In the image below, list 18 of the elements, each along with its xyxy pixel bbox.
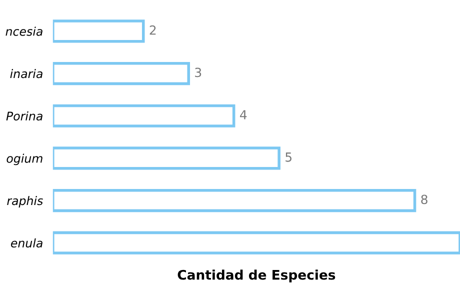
bar [52,62,190,86]
y-tick-label: raphis [7,196,43,208]
y-tick-label: Porina [6,111,42,121]
bar [52,231,460,254]
bar [52,104,236,128]
y-tick-label: enula [10,238,42,248]
data-label: 5 [286,152,292,162]
bar [52,146,280,170]
data-label: 4 [240,110,247,120]
bar [52,188,416,212]
bar [52,20,145,43]
x-axis-title: Cantidad de Especies [178,270,336,282]
y-tick-label: ogium [6,154,42,166]
data-label: 8 [421,194,428,204]
data-label: 3 [195,68,202,78]
y-tick-label: inaria [10,69,42,78]
data-label: 2 [150,25,156,35]
y-tick-label: ncesia [6,26,42,36]
